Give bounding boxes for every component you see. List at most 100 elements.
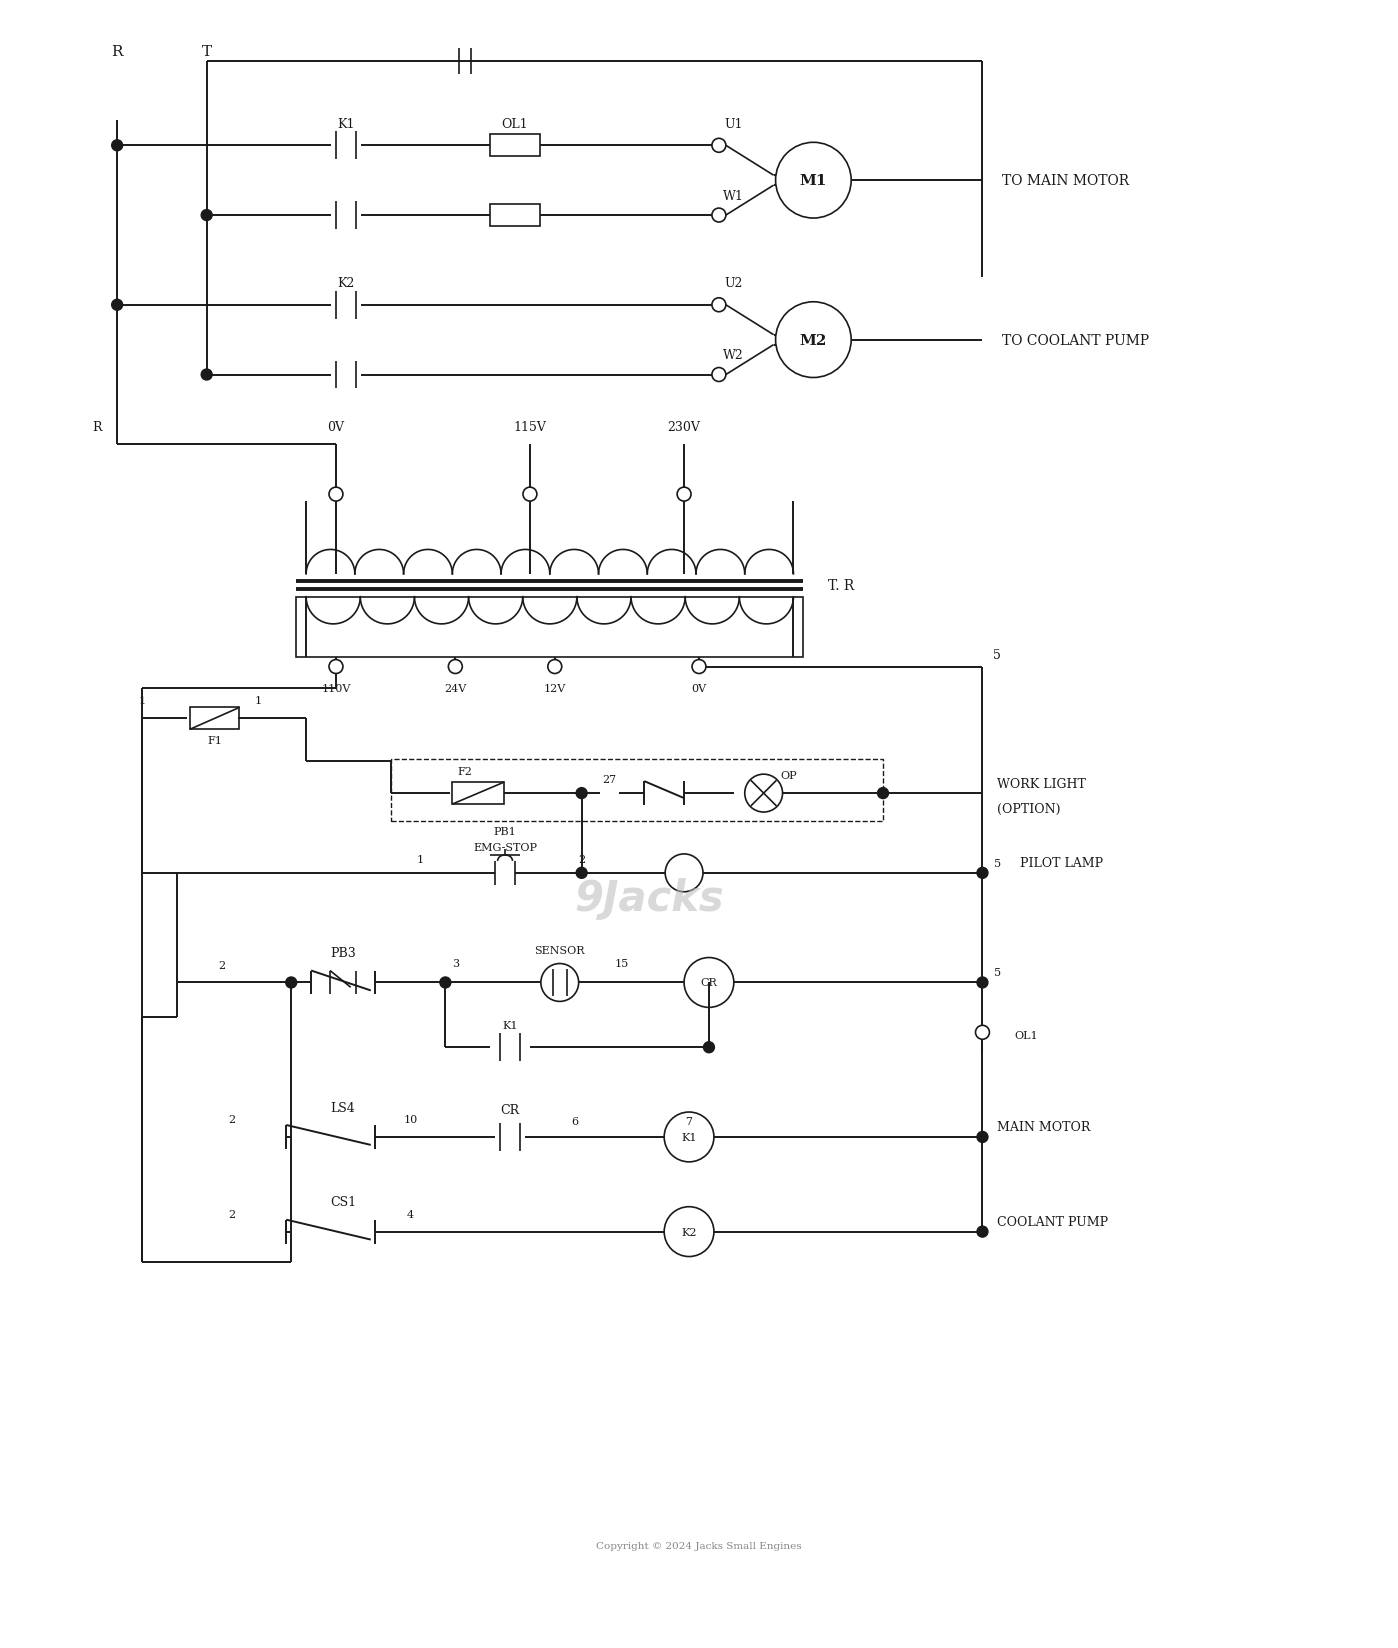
Circle shape [977, 868, 988, 878]
Circle shape [703, 1042, 714, 1053]
Circle shape [112, 140, 123, 152]
Circle shape [712, 138, 726, 153]
Text: U2: U2 [724, 277, 742, 290]
Text: Copyright © 2024 Jacks Small Engines: Copyright © 2024 Jacks Small Engines [596, 1541, 802, 1551]
Text: U1: U1 [724, 117, 744, 130]
Text: OL1: OL1 [1015, 1030, 1037, 1040]
Text: PB3: PB3 [330, 946, 356, 959]
Circle shape [664, 1206, 714, 1257]
Circle shape [776, 143, 851, 219]
Text: F1: F1 [207, 737, 222, 747]
Text: 2: 2 [228, 1210, 235, 1220]
Text: R: R [92, 420, 102, 433]
Circle shape [523, 488, 537, 501]
Circle shape [329, 661, 343, 674]
Bar [491, 204, 540, 227]
Text: 5: 5 [994, 649, 1001, 661]
Circle shape [449, 661, 463, 674]
Bar [190, 709, 239, 730]
Text: 24V: 24V [445, 684, 467, 694]
Text: PILOT LAMP: PILOT LAMP [1021, 857, 1103, 870]
Circle shape [664, 1112, 714, 1162]
Text: SENSOR: SENSOR [534, 944, 584, 954]
Text: 0V: 0V [327, 420, 344, 433]
Circle shape [878, 788, 889, 799]
Text: 2: 2 [228, 1114, 235, 1124]
Circle shape [201, 369, 212, 381]
Text: 15: 15 [614, 957, 629, 967]
Circle shape [977, 977, 988, 989]
Text: MAIN MOTOR: MAIN MOTOR [997, 1121, 1090, 1134]
Text: K1: K1 [681, 1132, 696, 1142]
Text: 10: 10 [404, 1114, 418, 1124]
Text: TO MAIN MOTOR: TO MAIN MOTOR [1002, 175, 1130, 188]
Circle shape [541, 964, 579, 1002]
Bar [296, 598, 804, 658]
Circle shape [976, 1025, 990, 1040]
Circle shape [576, 868, 587, 878]
Text: 1: 1 [254, 695, 261, 705]
Bar [453, 783, 505, 804]
Text: 110V: 110V [322, 684, 351, 694]
Circle shape [285, 977, 296, 989]
Text: 27: 27 [603, 775, 617, 784]
Text: 0V: 0V [692, 684, 706, 694]
Text: 5: 5 [994, 859, 1001, 868]
Text: R: R [112, 44, 123, 59]
Circle shape [329, 488, 343, 501]
Text: CS1: CS1 [330, 1195, 356, 1208]
Text: M2: M2 [800, 333, 828, 348]
Text: (OPTION): (OPTION) [997, 803, 1061, 816]
Text: 4: 4 [407, 1210, 414, 1220]
Text: COOLANT PUMP: COOLANT PUMP [997, 1216, 1109, 1228]
Text: TO COOLANT PUMP: TO COOLANT PUMP [1002, 333, 1149, 348]
Text: 115V: 115V [513, 420, 547, 433]
Circle shape [576, 788, 587, 799]
Text: 3: 3 [452, 957, 459, 967]
Text: T: T [201, 44, 211, 59]
Circle shape [665, 854, 703, 892]
Text: OL1: OL1 [502, 117, 528, 130]
Circle shape [440, 977, 450, 989]
Circle shape [201, 211, 212, 221]
Circle shape [677, 488, 691, 501]
Text: W2: W2 [723, 349, 744, 363]
Circle shape [712, 209, 726, 222]
Circle shape [112, 300, 123, 311]
Text: K2: K2 [337, 277, 355, 290]
Text: F2: F2 [457, 766, 473, 776]
Text: M1: M1 [800, 175, 828, 188]
Text: OP: OP [780, 771, 797, 781]
Text: 6: 6 [572, 1116, 579, 1126]
Text: 9Jacks: 9Jacks [575, 877, 724, 920]
Text: K1: K1 [337, 117, 355, 130]
Circle shape [977, 1132, 988, 1142]
Text: 1: 1 [138, 695, 145, 705]
Text: PB1: PB1 [493, 827, 516, 837]
Circle shape [712, 298, 726, 313]
Text: T. R: T. R [828, 578, 854, 592]
Text: 12V: 12V [544, 684, 566, 694]
Text: 5: 5 [994, 967, 1001, 977]
Text: EMG-STOP: EMG-STOP [473, 842, 537, 852]
Circle shape [712, 368, 726, 382]
Text: 7: 7 [685, 1116, 692, 1126]
Circle shape [684, 957, 734, 1009]
Text: 2: 2 [579, 854, 586, 864]
Text: K1: K1 [502, 1020, 517, 1030]
Bar [390, 760, 884, 821]
Text: WORK LIGHT: WORK LIGHT [997, 778, 1086, 789]
Text: LS4: LS4 [330, 1101, 355, 1114]
Text: K2: K2 [681, 1226, 696, 1238]
Circle shape [776, 303, 851, 379]
Circle shape [977, 1226, 988, 1238]
Circle shape [548, 661, 562, 674]
Text: 230V: 230V [668, 420, 700, 433]
Text: 2: 2 [218, 959, 225, 971]
Text: CR: CR [500, 1103, 520, 1116]
Text: W1: W1 [723, 190, 744, 203]
Text: CR: CR [700, 977, 717, 987]
Bar [491, 135, 540, 157]
Circle shape [745, 775, 783, 812]
Circle shape [692, 661, 706, 674]
